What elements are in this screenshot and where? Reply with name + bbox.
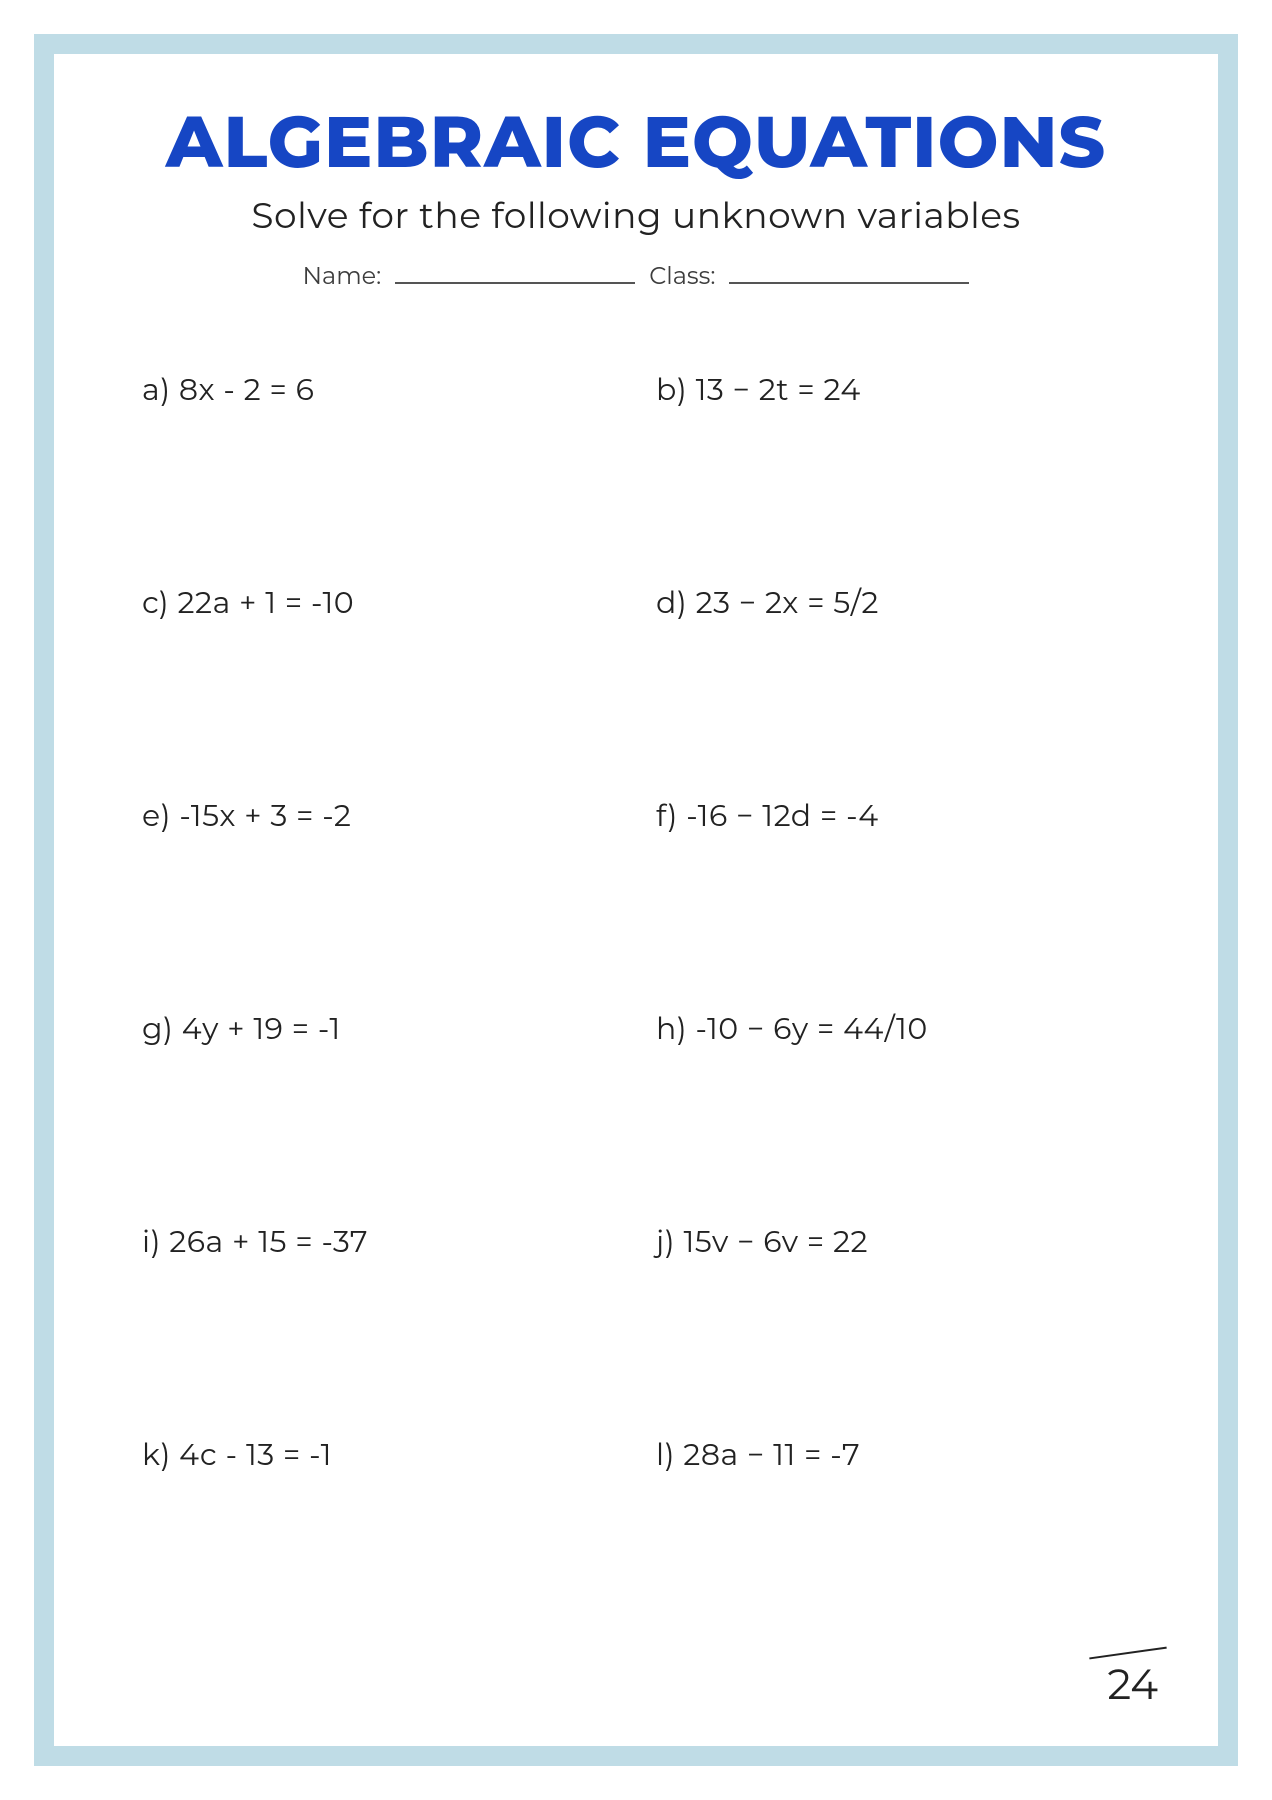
problem-l: l) 28a − 11 = -7 xyxy=(656,1436,1130,1473)
class-label: Class: xyxy=(649,262,715,291)
problem-f: f) -16 − 12d = -4 xyxy=(656,797,1130,834)
name-label: Name: xyxy=(303,262,382,291)
problem-d: d) 23 − 2x = 5/2 xyxy=(656,584,1130,621)
problem-b: b) 13 − 2t = 24 xyxy=(656,371,1130,408)
problem-i: i) 26a + 15 = -37 xyxy=(142,1223,616,1260)
worksheet-content: ALGEBRAIC EQUATIONS Solve for the follow… xyxy=(54,54,1218,1746)
problem-c: c) 22a + 1 = -10 xyxy=(142,584,616,621)
problem-e: e) -15x + 3 = -2 xyxy=(142,797,616,834)
worksheet-subtitle: Solve for the following unknown variable… xyxy=(124,194,1148,238)
worksheet-title: ALGEBRAIC EQUATIONS xyxy=(124,98,1148,186)
problem-h: h) -10 − 6y = 44/10 xyxy=(656,1010,1130,1047)
student-fields: Name: Class: xyxy=(124,262,1148,291)
problem-g: g) 4y + 19 = -1 xyxy=(142,1010,616,1047)
problems-grid: a) 8x - 2 = 6 b) 13 − 2t = 24 c) 22a + 1… xyxy=(124,371,1148,1473)
problem-j: j) 15v − 6v = 22 xyxy=(656,1223,1130,1260)
class-input-line[interactable] xyxy=(729,262,969,284)
problem-a: a) 8x - 2 = 6 xyxy=(142,371,616,408)
problem-k: k) 4c - 13 = -1 xyxy=(142,1436,616,1473)
name-input-line[interactable] xyxy=(395,262,635,284)
worksheet-border: ALGEBRAIC EQUATIONS Solve for the follow… xyxy=(34,34,1238,1766)
page-number: 24 xyxy=(1107,1658,1158,1710)
